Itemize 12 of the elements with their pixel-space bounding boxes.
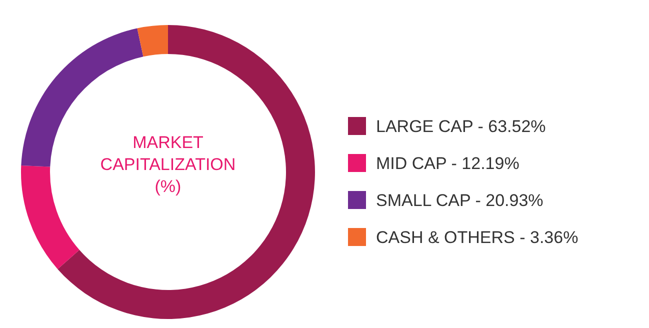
data-label: 20.93% [486, 191, 544, 210]
donut-slice [21, 165, 80, 270]
data-label: 3.36% [530, 228, 578, 247]
donut-slice [58, 25, 315, 319]
legend-label: CASH & OTHERS - [376, 228, 526, 247]
donut-slice [137, 25, 168, 57]
text: MARKET CAPITALIZATION (%) [100, 133, 236, 196]
legend-label: LARGE CAP - [376, 117, 484, 136]
data-label: 63.52% [488, 117, 546, 136]
legend-label: SMALL CAP - [376, 191, 481, 210]
data-label: 12.19% [462, 154, 520, 173]
legend-label: MID CAP - [376, 154, 457, 173]
